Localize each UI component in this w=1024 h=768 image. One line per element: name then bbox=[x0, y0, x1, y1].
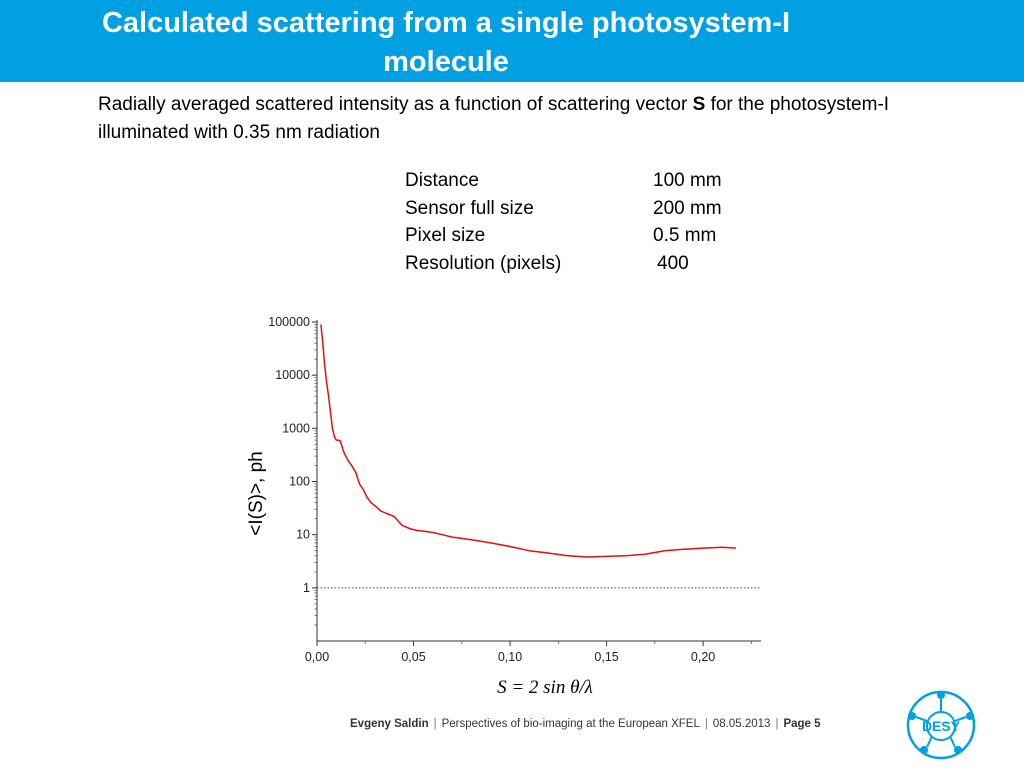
x-tick-label: 0,20 bbox=[691, 650, 715, 664]
logo-dot bbox=[937, 691, 945, 699]
footer-separator: | bbox=[433, 718, 437, 730]
logo-spoke bbox=[954, 716, 967, 722]
slide-subtitle: Radially averaged scattered intensity as… bbox=[98, 91, 928, 147]
footer-separator: | bbox=[704, 718, 708, 730]
logo-dot bbox=[954, 746, 962, 754]
footer-date: 08.05.2013 bbox=[712, 718, 771, 730]
x-tick-label: 0,05 bbox=[401, 650, 425, 664]
logo-dot bbox=[920, 746, 928, 754]
param-row-sensor-size: Sensor full size 200 mm bbox=[405, 195, 765, 223]
footer-author: Evgeny Saldin bbox=[350, 718, 429, 730]
y-tick-label: 10000 bbox=[275, 368, 310, 382]
footer-talk-title: Perspectives of bio-imaging at the Europ… bbox=[441, 718, 700, 730]
y-tick-label: 100000 bbox=[268, 315, 310, 329]
param-row-pixel-size: Pixel size 0.5 mm bbox=[405, 222, 765, 250]
param-value: 100 mm bbox=[653, 170, 722, 191]
slide-title-line2: molecule bbox=[383, 46, 509, 78]
param-value: 0.5 mm bbox=[653, 225, 717, 246]
y-tick-label: 100 bbox=[289, 475, 310, 489]
intensity-series-line bbox=[320, 324, 736, 558]
param-label: Sensor full size bbox=[405, 197, 534, 219]
param-label: Pixel size bbox=[405, 225, 486, 246]
footer-separator: | bbox=[775, 718, 779, 730]
subtitle-bold-s: S bbox=[692, 94, 706, 115]
y-tick-label: 10 bbox=[296, 528, 310, 542]
param-row-distance: Distance 100 mm bbox=[405, 167, 765, 195]
x-tick-label: 0,10 bbox=[498, 650, 522, 664]
footer-page-number: Page 5 bbox=[783, 718, 821, 730]
footer: Evgeny Saldin | Perspectives of bio-imagin… bbox=[350, 718, 890, 730]
logo-dot bbox=[966, 712, 974, 720]
logo-spoke bbox=[915, 716, 928, 722]
logo-dot bbox=[908, 712, 916, 720]
x-tick-label: 0,15 bbox=[594, 650, 618, 664]
param-label: Resolution (pixels) bbox=[405, 252, 562, 274]
slide-title: Calculated scattering from a single phot… bbox=[20, 4, 872, 82]
subtitle-text-pre: Radially averaged scattered intensity as… bbox=[98, 94, 693, 115]
param-value: 200 mm bbox=[653, 197, 722, 219]
y-tick-label: 1 bbox=[303, 581, 310, 595]
x-axis-label: S = 2 sin θ/λ bbox=[497, 677, 593, 698]
parameter-table: Distance 100 mm Sensor full size 200 mm … bbox=[405, 167, 765, 277]
slide-title-line1: Calculated scattering from a single phot… bbox=[101, 7, 791, 39]
param-label: Distance bbox=[405, 170, 479, 191]
subtitle-text-post: for the photosystem-I illuminated with 0… bbox=[98, 94, 890, 143]
desy-logo: DESY bbox=[906, 690, 976, 760]
y-axis-label: <I(S)>, ph bbox=[246, 451, 267, 536]
logo-core bbox=[926, 711, 956, 741]
param-value: 400 bbox=[657, 252, 689, 274]
x-tick-label: 0,00 bbox=[305, 650, 329, 664]
param-row-resolution: Resolution (pixels) 400 bbox=[405, 250, 765, 278]
y-tick-label: 1000 bbox=[282, 421, 310, 435]
title-bar: Calculated scattering from a single phot… bbox=[0, 0, 1024, 82]
scattering-chart: 100000 10000 1000 100 10 1 0,00 0,05 0,10 0,15 0,2… bbox=[246, 315, 761, 698]
logo-text: DESY bbox=[922, 718, 961, 734]
